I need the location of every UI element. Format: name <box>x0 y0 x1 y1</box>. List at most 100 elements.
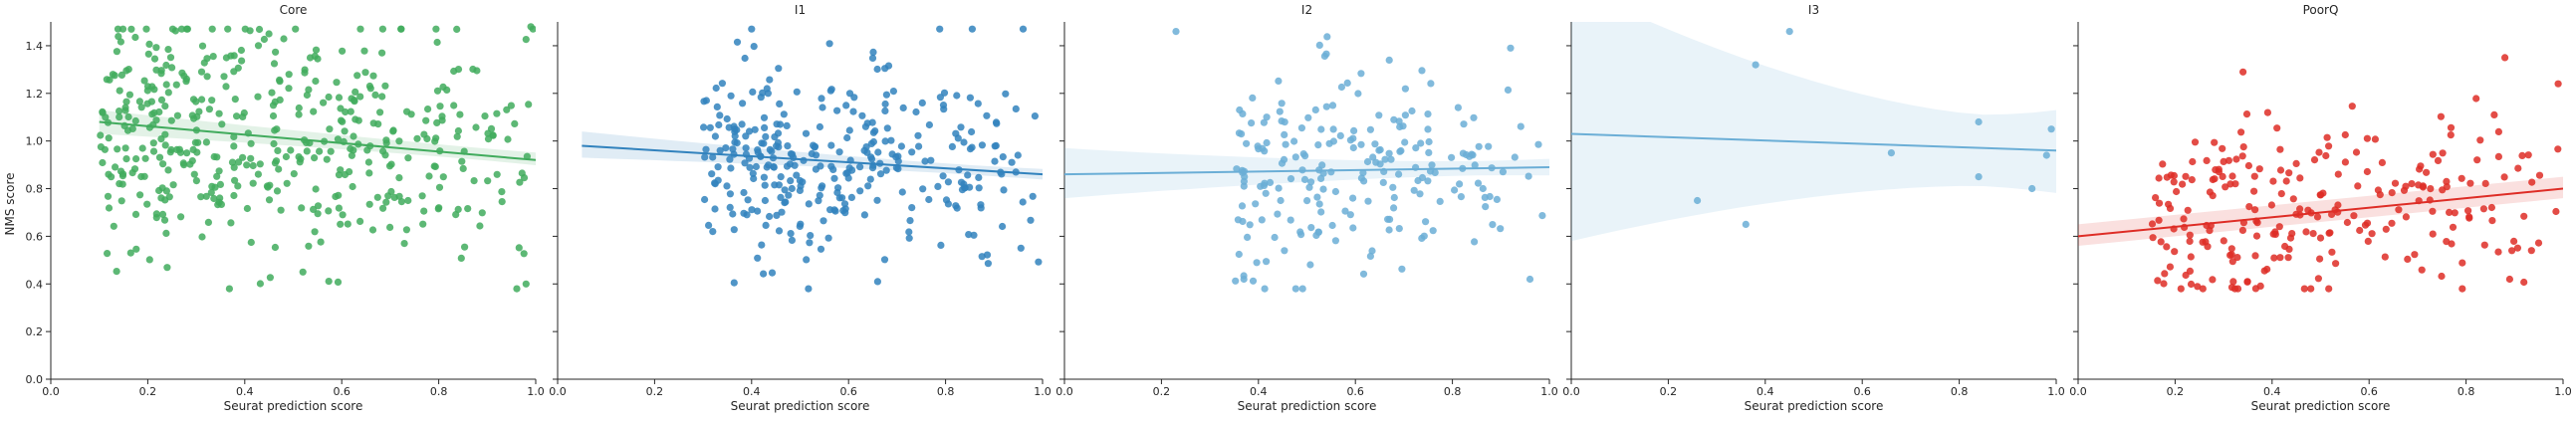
data-point <box>148 83 156 91</box>
data-point <box>2251 206 2259 214</box>
data-point <box>376 108 384 116</box>
data-point <box>112 163 119 171</box>
data-point <box>166 148 174 156</box>
data-point <box>742 132 750 140</box>
data-point <box>805 285 813 293</box>
data-point <box>2343 218 2351 227</box>
data-point <box>2186 231 2194 239</box>
data-point <box>2518 151 2526 159</box>
data-point <box>2281 242 2289 251</box>
data-point <box>339 211 347 219</box>
data-point <box>520 250 528 258</box>
data-point <box>461 243 469 251</box>
data-point <box>894 165 902 173</box>
data-point <box>1785 28 1793 36</box>
data-point <box>150 55 159 63</box>
data-point <box>190 170 198 178</box>
data-point <box>849 107 857 115</box>
data-point <box>838 194 846 202</box>
data-point <box>117 38 124 46</box>
data-point <box>1014 151 1022 159</box>
data-point <box>758 241 766 249</box>
data-point <box>176 148 184 156</box>
data-point <box>231 176 239 184</box>
x-tick-label: 0.0 <box>2069 385 2087 398</box>
data-point <box>247 238 255 247</box>
data-point <box>701 195 709 204</box>
data-point <box>213 172 221 180</box>
data-point <box>968 25 977 33</box>
data-point <box>152 66 160 74</box>
data-point <box>2363 134 2371 142</box>
data-point <box>335 94 344 102</box>
x-axis-label: Seurat prediction score <box>224 399 363 413</box>
data-point <box>1369 153 1377 161</box>
data-point <box>2459 285 2466 293</box>
data-point <box>137 172 145 181</box>
data-point <box>2149 234 2157 242</box>
data-point <box>243 161 251 169</box>
data-point <box>788 184 796 193</box>
data-point <box>1317 208 1325 216</box>
data-point <box>1387 155 1395 163</box>
data-point <box>164 46 172 54</box>
data-point <box>295 110 303 118</box>
data-point <box>2242 110 2251 118</box>
data-point <box>116 87 123 95</box>
data-point <box>905 234 913 242</box>
data-point <box>1303 197 1311 205</box>
data-point <box>1474 179 1483 187</box>
data-point <box>1357 174 1365 182</box>
data-point <box>1385 56 1393 64</box>
data-point <box>2348 103 2356 110</box>
data-point <box>914 131 922 139</box>
data-point <box>820 217 827 225</box>
data-point <box>116 107 123 115</box>
data-point <box>773 211 781 219</box>
data-point <box>341 127 349 135</box>
data-point <box>793 88 801 96</box>
data-point <box>507 102 515 109</box>
data-point <box>371 91 379 99</box>
data-point <box>868 118 876 126</box>
data-point <box>2437 112 2445 120</box>
data-point <box>2302 228 2310 236</box>
data-point <box>880 256 889 264</box>
data-point <box>866 175 874 183</box>
data-point <box>273 125 281 133</box>
data-point <box>1414 176 1422 185</box>
data-point <box>1386 215 1394 223</box>
data-point <box>439 83 447 91</box>
x-tick-label: 0.8 <box>2458 385 2475 398</box>
data-point <box>157 96 166 104</box>
data-point <box>2289 195 2297 203</box>
data-point <box>290 170 298 178</box>
data-point <box>233 112 241 120</box>
data-point <box>2204 243 2212 251</box>
data-point <box>1401 111 1409 119</box>
data-point <box>2534 239 2543 247</box>
data-point <box>1325 139 1333 147</box>
data-point <box>104 192 113 200</box>
data-point <box>2239 143 2247 151</box>
data-point <box>1291 285 1299 293</box>
data-point <box>1336 131 1344 139</box>
data-point <box>1298 285 1306 293</box>
confidence-band <box>1571 22 2056 242</box>
data-point <box>2251 285 2259 293</box>
data-point <box>2276 145 2284 153</box>
data-point <box>105 134 113 142</box>
data-point <box>2191 138 2200 146</box>
data-point <box>711 132 720 140</box>
x-tick-label: 0.8 <box>937 385 955 398</box>
data-point <box>247 154 255 162</box>
data-point <box>389 127 397 135</box>
data-point <box>818 184 825 192</box>
data-point <box>335 191 343 199</box>
data-point <box>1008 158 1016 166</box>
data-point <box>2273 124 2281 132</box>
data-point <box>782 198 790 206</box>
data-point <box>2188 176 2196 184</box>
data-point <box>802 129 811 137</box>
data-point <box>240 108 248 117</box>
